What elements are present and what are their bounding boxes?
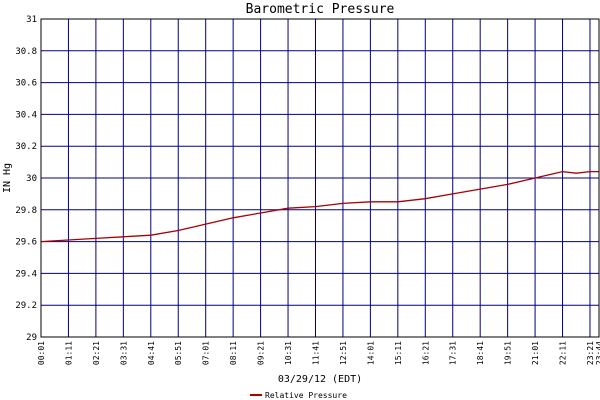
x-tick-label: 22:11	[559, 341, 568, 365]
chart-title: Barometric Pressure	[246, 2, 395, 17]
relative-pressure-line	[40, 170, 599, 243]
x-tick-label: 07:01	[202, 341, 211, 365]
x-tick-label: 02:21	[92, 341, 101, 365]
data-series	[40, 170, 599, 243]
y-axis-label: IN Hg	[2, 163, 13, 193]
x-axis-ticks: 00:01 01:11 02:21 03:31 04:41 05:51 07:01 08:11…	[37, 341, 600, 365]
y-tick-label: 29.4	[15, 269, 37, 279]
legend-label: Relative Pressure	[265, 391, 347, 400]
y-axis-ticks: 29 29.2 29.4 29.6 29.8 30 30.2 30.4 30.6 30.8 31	[15, 15, 37, 343]
y-tick-label: 31	[26, 15, 37, 25]
x-tick-label: 16:21	[421, 341, 430, 365]
x-tick-label: 14:01	[366, 341, 375, 365]
x-axis-label: 03/29/12 (EDT)	[278, 374, 362, 385]
y-tick-label: 29.6	[15, 238, 37, 248]
x-tick-label: 10:31	[284, 341, 293, 365]
chart-grid	[40, 18, 600, 338]
x-tick-label: 01:11	[64, 341, 73, 365]
x-tick-label: 00:01	[37, 341, 46, 365]
y-tick-label: 30.2	[15, 142, 37, 152]
x-tick-label: 23:44	[595, 341, 600, 365]
y-tick-label: 30.4	[15, 110, 37, 120]
y-tick-label: 30.8	[15, 47, 37, 57]
y-tick-label: 30	[26, 174, 37, 184]
y-tick-label: 29.2	[15, 301, 37, 311]
x-tick-label: 18:41	[476, 341, 485, 365]
y-tick-label: 29.8	[15, 206, 37, 216]
x-tick-label: 21:01	[531, 341, 540, 365]
x-tick-label: 12:51	[339, 341, 348, 365]
chart-legend: Relative Pressure	[250, 391, 347, 400]
y-tick-label: 30.6	[15, 79, 37, 89]
x-tick-label: 03:31	[119, 341, 128, 365]
plot-border	[40, 18, 600, 338]
x-tick-label: 04:41	[147, 341, 156, 365]
x-tick-label: 19:51	[504, 341, 513, 365]
x-tick-label: 09:21	[257, 341, 266, 365]
x-tick-label: 11:41	[311, 341, 320, 365]
x-tick-label: 15:11	[394, 341, 403, 365]
x-tick-label: 17:31	[449, 341, 458, 365]
x-tick-label: 05:51	[174, 341, 183, 365]
x-tick-label: 23:21	[586, 341, 595, 365]
x-tick-label: 08:11	[229, 341, 238, 365]
y-tick-label: 29	[26, 333, 37, 343]
